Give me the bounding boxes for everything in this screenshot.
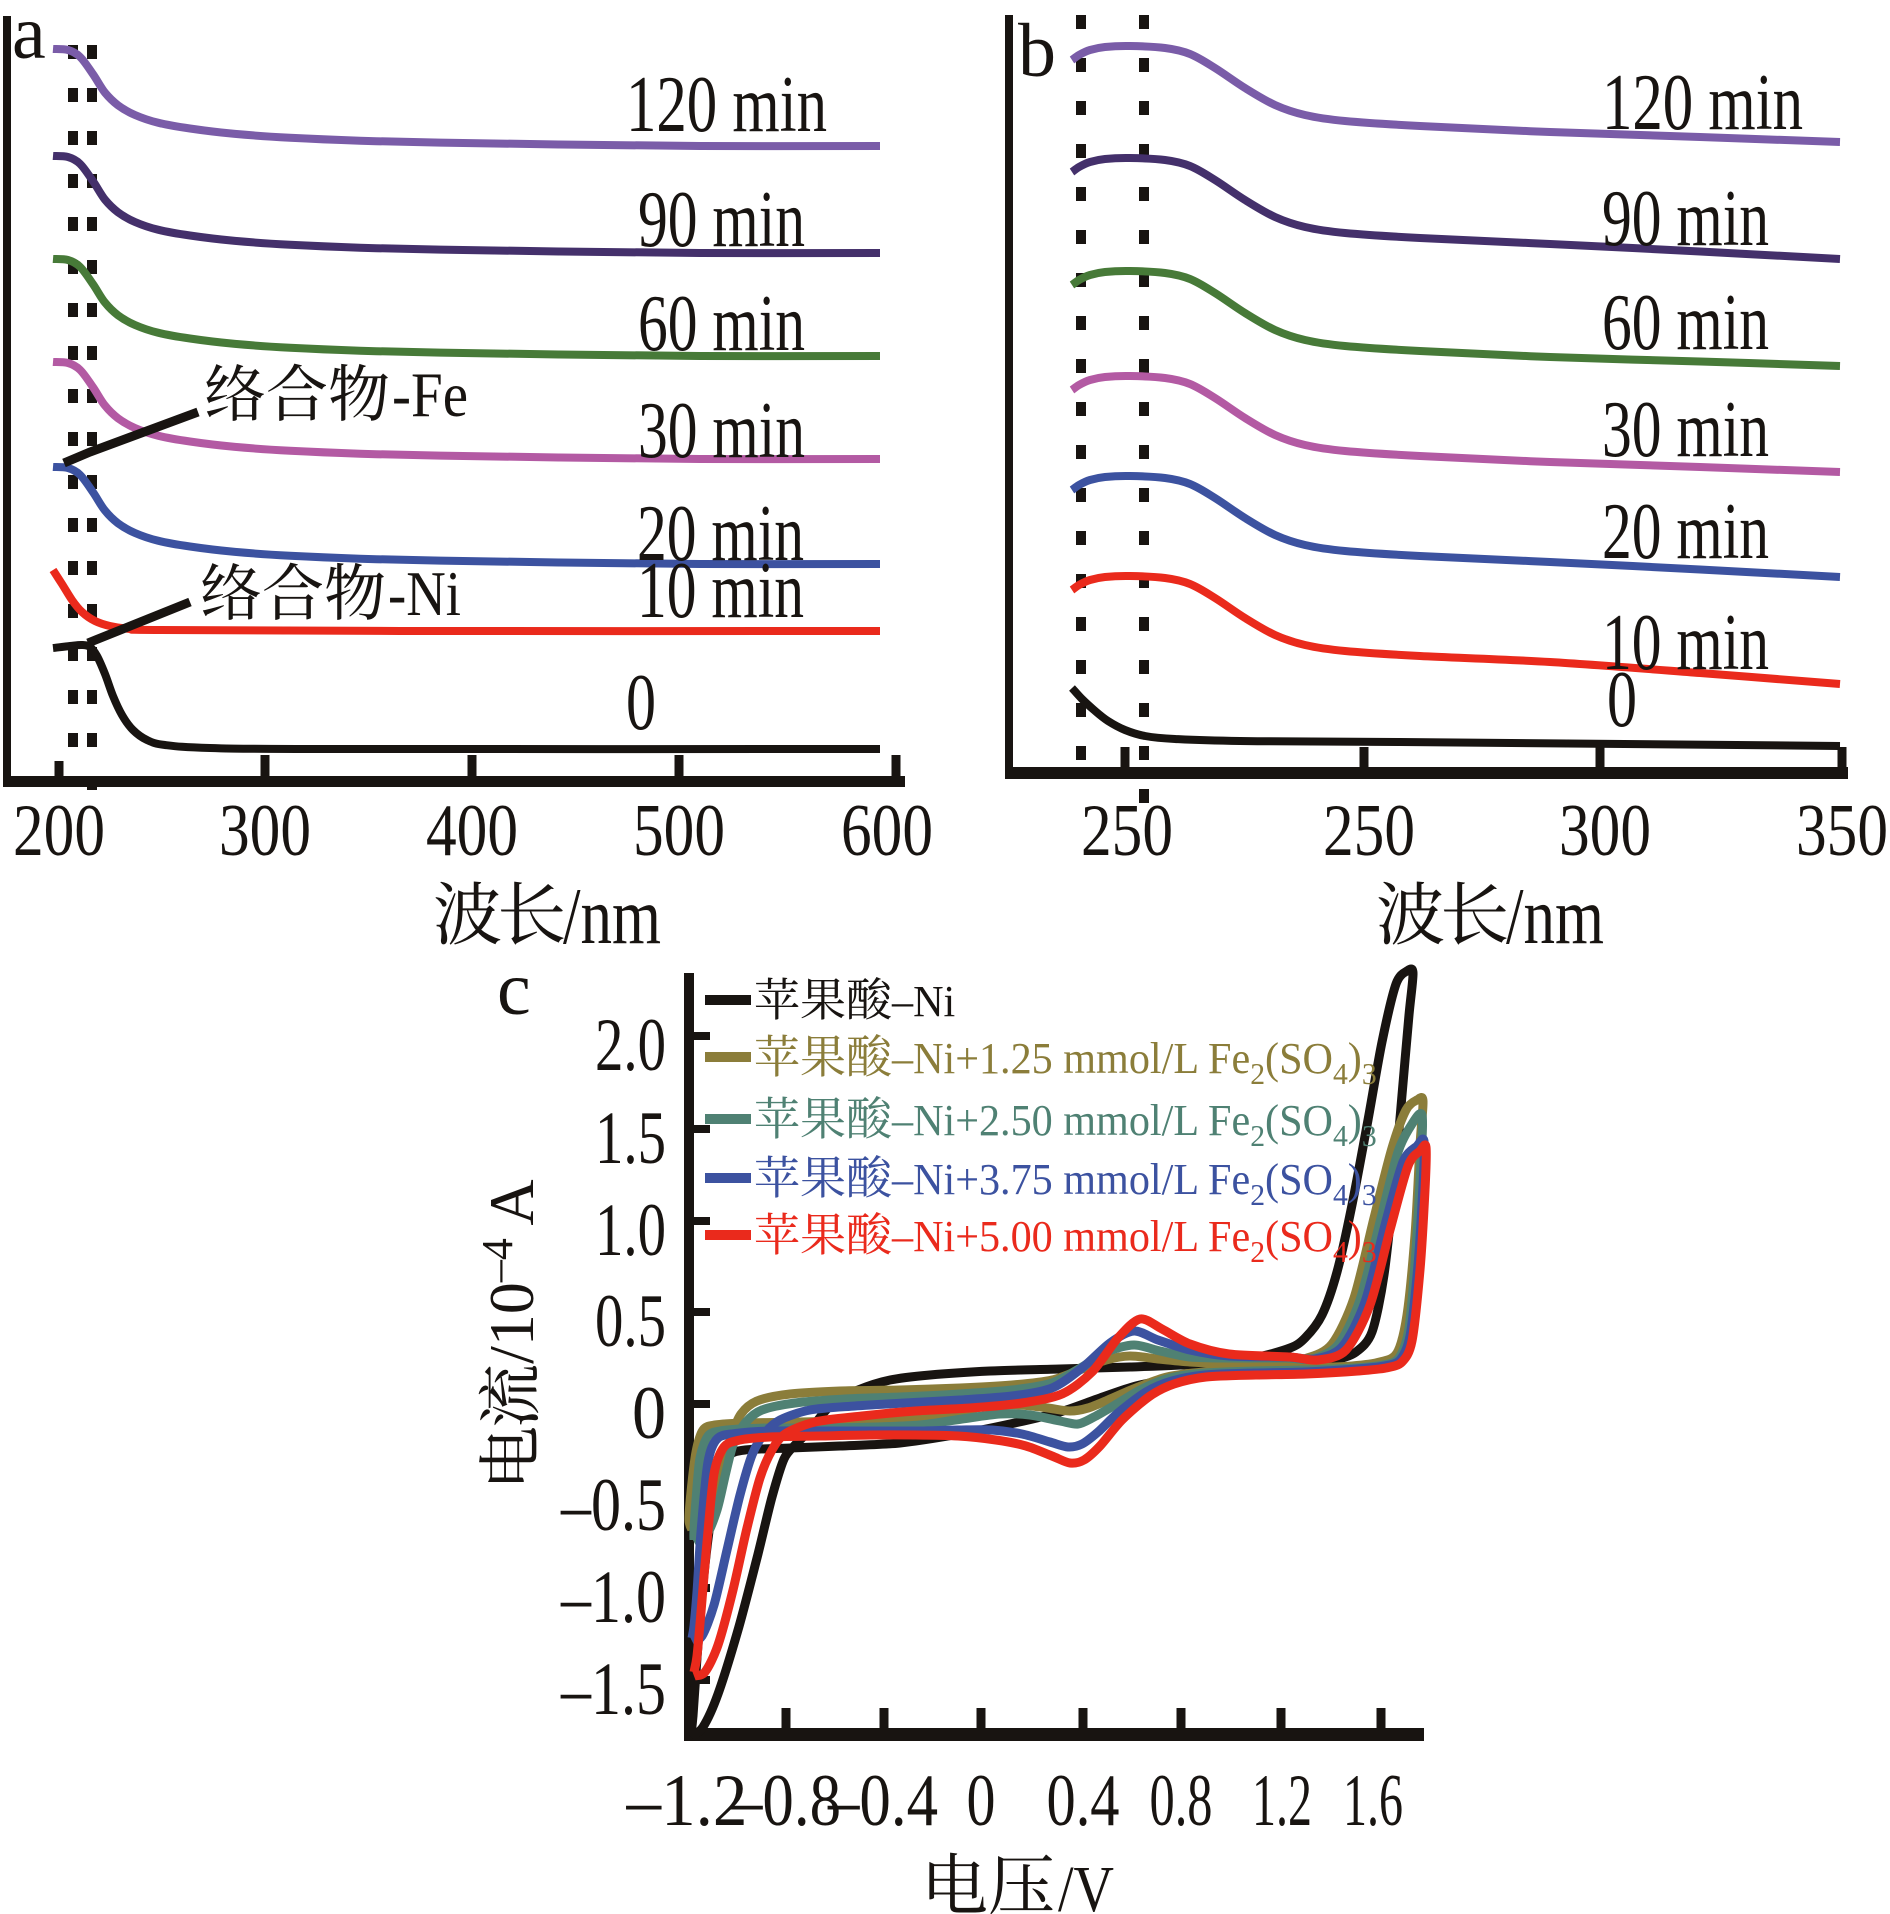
svg-text:2.0: 2.0 (595, 1004, 666, 1087)
svg-text:300: 300 (219, 790, 311, 872)
svg-text:20 min: 20 min (1602, 488, 1769, 576)
svg-text:1.2: 1.2 (1252, 1760, 1312, 1842)
svg-text:500: 500 (633, 790, 725, 872)
svg-text:30 min: 30 min (638, 387, 805, 475)
svg-text:250: 250 (1081, 790, 1173, 872)
svg-text:1.6: 1.6 (1343, 1760, 1403, 1842)
svg-text:–0.4: –0.4 (827, 1760, 938, 1842)
svg-text:60 min: 60 min (1602, 279, 1769, 367)
svg-text:10 min: 10 min (637, 547, 804, 635)
svg-text:-Fe: -Fe (392, 359, 468, 430)
svg-text:120 min: 120 min (1602, 59, 1803, 147)
svg-text:120 min: 120 min (626, 61, 827, 149)
svg-text:600: 600 (841, 790, 933, 872)
svg-text:1.0: 1.0 (595, 1189, 666, 1272)
svg-text:–Ni+3.75 mmol/L Fe2(SO4)3: –Ni+3.75 mmol/L Fe2(SO4)3 (891, 1156, 1377, 1212)
svg-text:0.5: 0.5 (595, 1280, 666, 1363)
svg-text:–1.5: –1.5 (560, 1648, 666, 1731)
svg-text:350: 350 (1796, 790, 1888, 872)
svg-text:0.4: 0.4 (1047, 1760, 1120, 1842)
svg-text:–Ni+1.25 mmol/L Fe2(SO4)3: –Ni+1.25 mmol/L Fe2(SO4)3 (891, 1035, 1377, 1091)
svg-text:/nm: /nm (1506, 873, 1604, 961)
svg-text:300: 300 (1559, 790, 1651, 872)
svg-text:–Ni: –Ni (891, 978, 955, 1026)
svg-text:10 min: 10 min (1602, 599, 1769, 687)
svg-text:–Ni+2.50 mmol/L Fe2(SO4)3: –Ni+2.50 mmol/L Fe2(SO4)3 (891, 1097, 1377, 1153)
svg-text:250: 250 (1323, 790, 1415, 872)
svg-text:/V: /V (1058, 1853, 1114, 1914)
svg-text:1.5: 1.5 (595, 1097, 666, 1180)
svg-text:–0.8: –0.8 (730, 1760, 841, 1842)
svg-text:400: 400 (426, 790, 518, 872)
svg-text:–1.0: –1.0 (560, 1556, 666, 1639)
svg-text:60 min: 60 min (638, 280, 805, 368)
svg-text:90 min: 90 min (638, 176, 805, 264)
svg-text:0: 0 (632, 1372, 666, 1455)
svg-text:0: 0 (967, 1760, 996, 1842)
svg-text:90 min: 90 min (1602, 175, 1769, 263)
svg-text:200: 200 (13, 790, 105, 872)
svg-text:0: 0 (626, 659, 656, 747)
svg-text:0.8: 0.8 (1150, 1760, 1213, 1842)
svg-text:–1.2: –1.2 (626, 1760, 748, 1842)
svg-text:c: c (497, 947, 531, 1031)
svg-text:30 min: 30 min (1602, 386, 1769, 474)
svg-text:0: 0 (1607, 656, 1637, 744)
svg-text:-Ni: -Ni (388, 558, 461, 629)
svg-text:/nm: /nm (563, 873, 661, 961)
svg-text:a: a (12, 0, 46, 75)
svg-text:b: b (1018, 9, 1056, 93)
svg-text:–Ni+5.00 mmol/L Fe2(SO4)3: –Ni+5.00 mmol/L Fe2(SO4)3 (891, 1213, 1377, 1269)
svg-text:–0.5: –0.5 (560, 1464, 666, 1547)
svg-text:20 min: 20 min (637, 490, 804, 578)
